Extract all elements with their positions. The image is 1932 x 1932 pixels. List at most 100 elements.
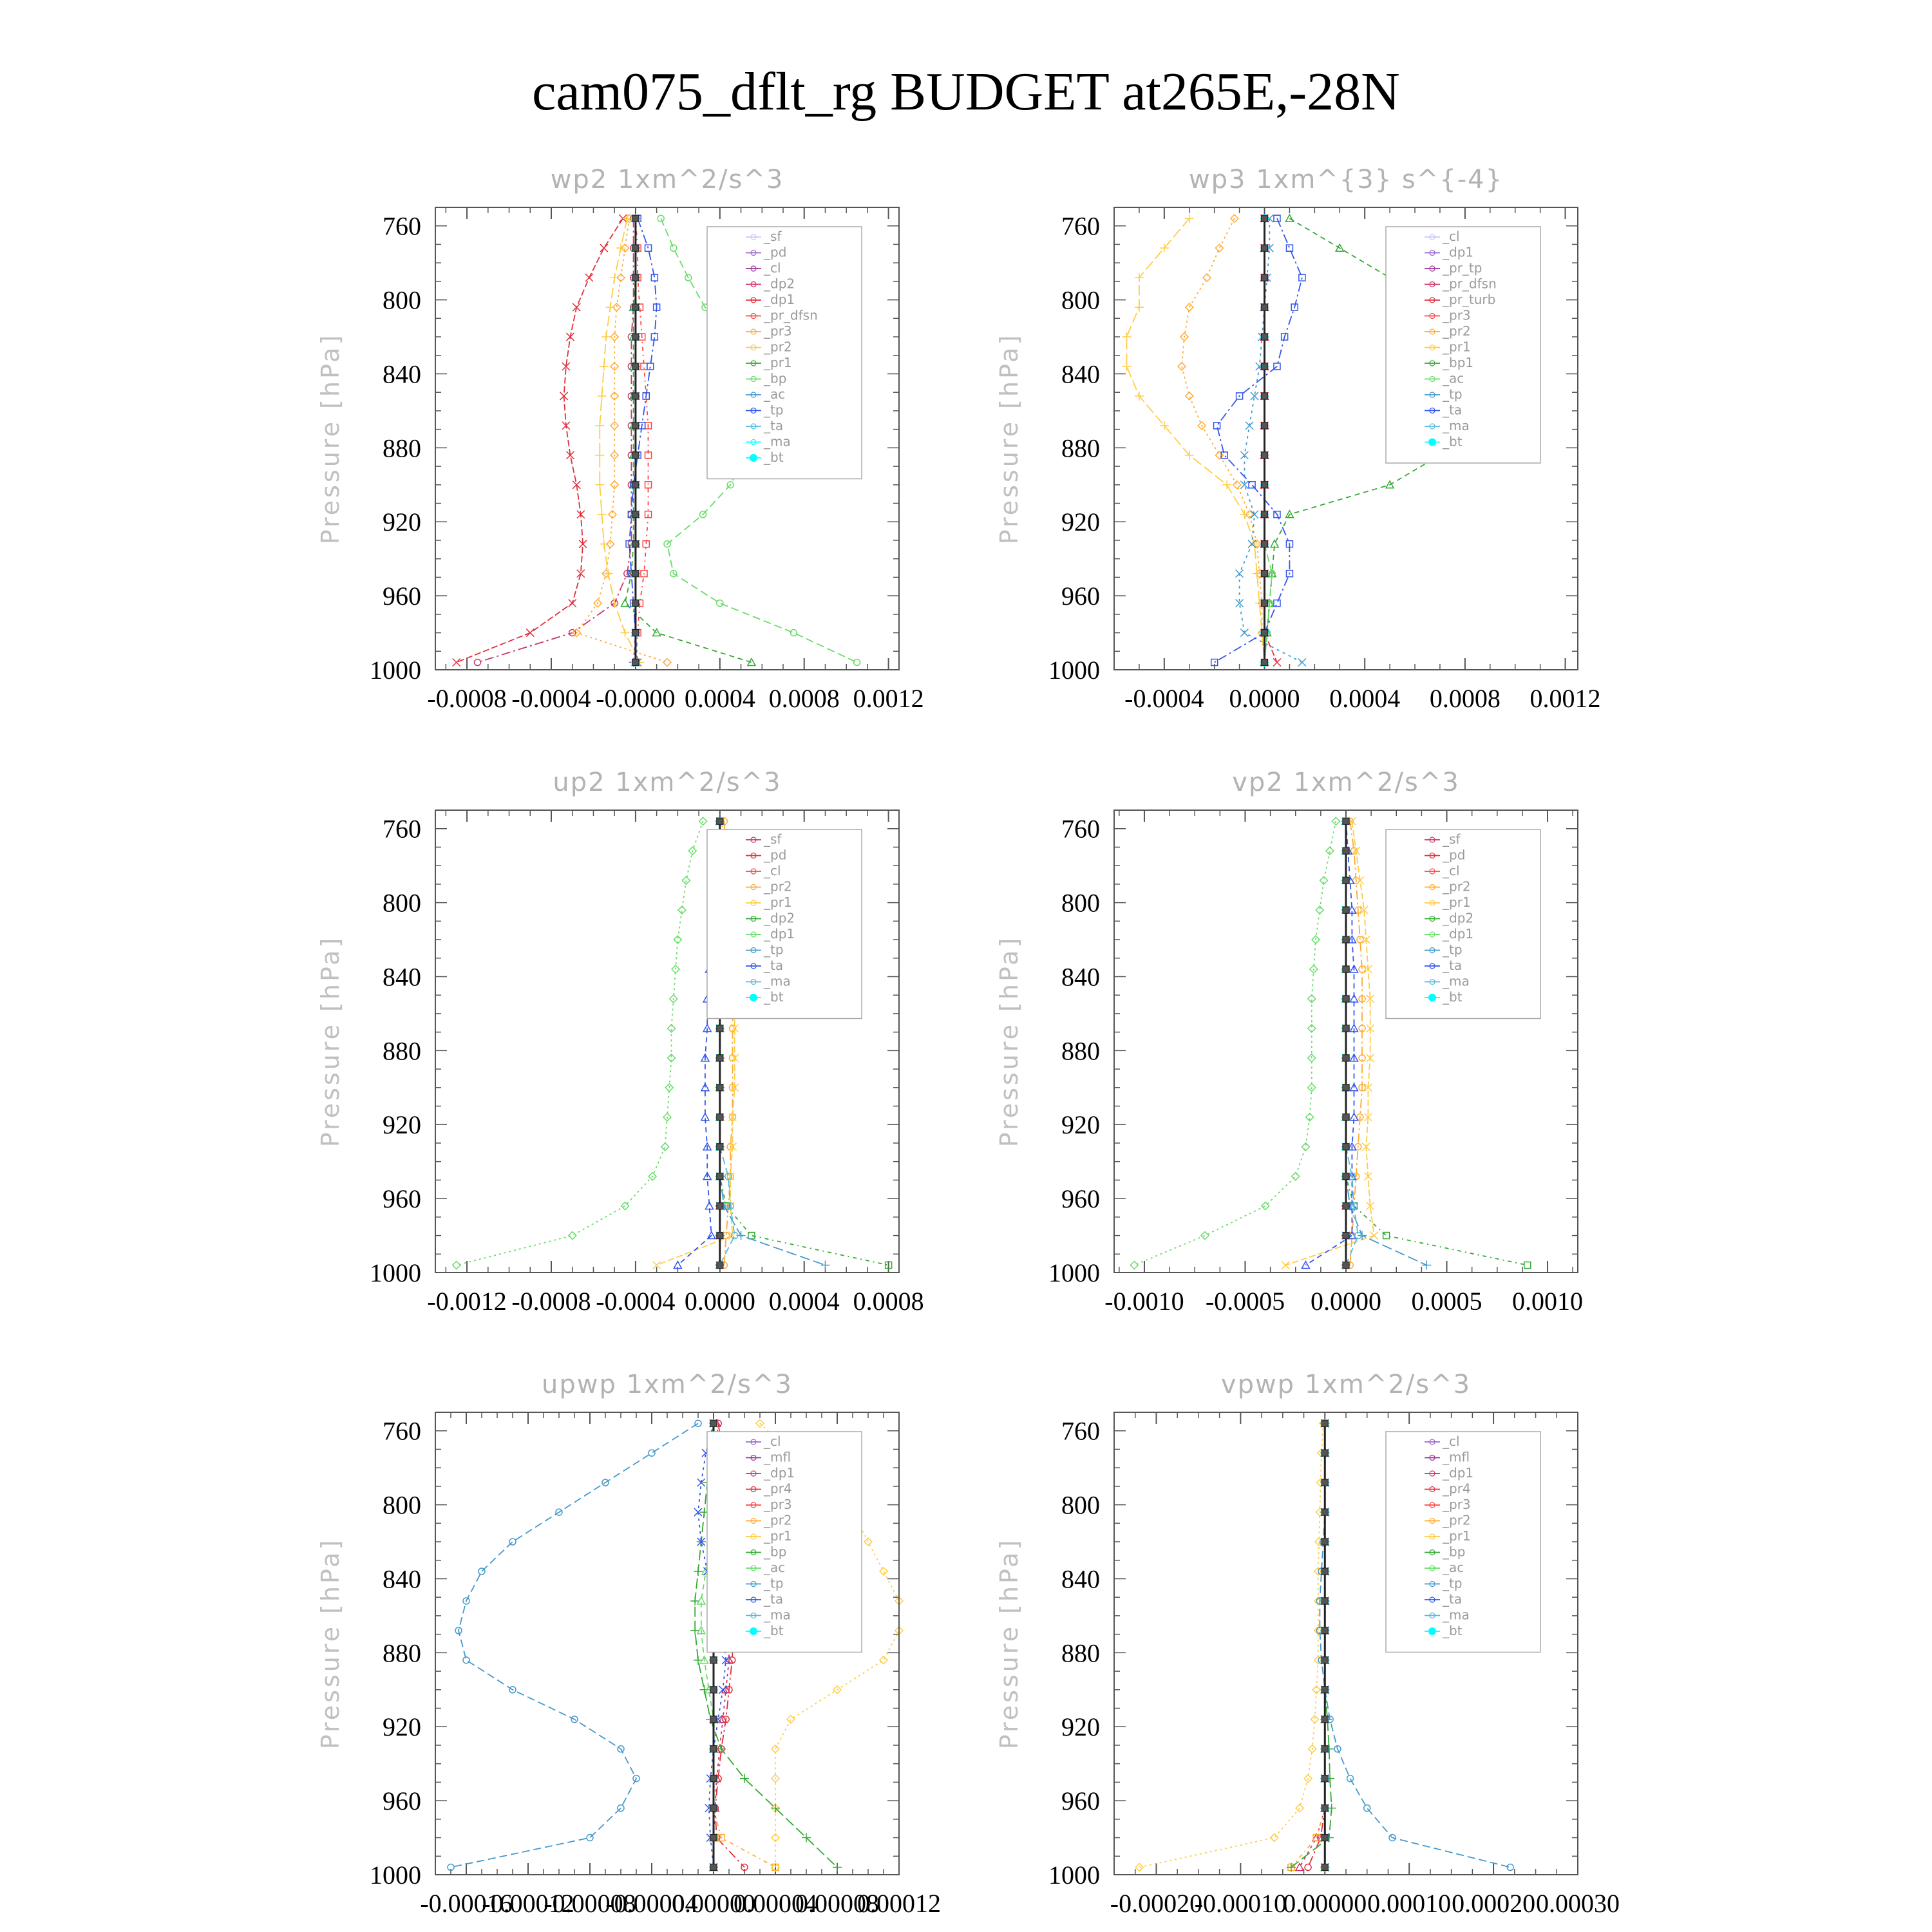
zero-marker [1321,1656,1329,1664]
legend-marker [750,1627,757,1635]
panel-title: wp3 1xm^{3} s^{-4} [1189,165,1503,194]
data-point [1177,361,1187,372]
data-point [1352,846,1361,855]
y-axis-label: Pressure [hPa] [995,333,1023,545]
legend-marker [1429,392,1435,398]
data-point [1184,450,1194,460]
y-tick-label: 800 [1061,889,1100,918]
legend-marker [1429,1517,1435,1524]
y-tick-label: 800 [383,1491,421,1520]
legend-label: _cl [1442,863,1460,878]
zero-marker [1261,363,1269,370]
x-tick-label: 0.0000 [1229,684,1300,713]
y-tick-label: 960 [1061,582,1100,611]
legend-marker [750,1580,757,1587]
legend-label: _ma [763,974,791,989]
data-point [1363,965,1372,974]
legend-box [1385,1431,1541,1653]
legend-label: _pr1 [1442,1528,1471,1544]
legend-label: _pr1 [763,355,792,370]
legend-marker [750,1454,757,1461]
y-tick-label: 960 [383,1184,421,1213]
legend-marker [750,297,757,303]
data-point [878,1566,889,1577]
data-point [1363,1083,1372,1092]
data-point [1273,214,1281,222]
zero-marker [710,1864,717,1871]
data-point [1307,1744,1317,1754]
data-point [1179,332,1189,342]
data-point [642,392,650,400]
data-point [1294,1803,1305,1813]
zero-marker [1342,1054,1350,1062]
zero-marker [1261,481,1269,489]
legend-marker [750,344,757,351]
legend-marker [1429,234,1435,240]
y-tick-label: 880 [1061,1036,1100,1065]
legend-label: _pr_dfsn [763,308,818,323]
series-bp [1286,1419,1336,1872]
data-point [1363,1804,1371,1812]
chart-panel-1: wp2 1xm^2/s^3 Pressure [hPa] 760 800 840 880 9… [316,165,924,713]
y-tick-label: 840 [383,1564,421,1593]
zero-marker [1321,1479,1329,1486]
panel-title: wp2 1xm^2/s^3 [551,165,784,194]
series-line [1345,821,1359,1265]
y-tick-label: 760 [383,212,421,241]
data-point [673,1260,683,1269]
zero-marker [1321,1834,1329,1842]
data-point [576,510,585,519]
legend-marker [1429,1596,1435,1603]
data-point [1350,1202,1358,1210]
legend-marker [750,931,757,938]
data-point [1356,876,1365,885]
zero-marker [716,1232,724,1240]
legend-marker [750,439,757,446]
data-point [1269,1833,1279,1842]
data-point [696,1596,706,1605]
data-point [1286,1862,1296,1872]
legend-marker [750,234,757,240]
data-point [1359,905,1368,914]
data-point [853,658,861,667]
data-point [1134,273,1144,283]
data-point [620,598,630,607]
data-point [721,1656,730,1665]
legend: _sf_pd_cl_pr2_pr1_dp2_dp1_tp_ta_ma_bt [706,829,862,1019]
data-point [1245,509,1255,519]
data-point [802,1833,811,1842]
series-line [660,218,857,663]
zero-marker [1261,214,1269,222]
x-tick-label: -0.0012 [427,1287,506,1316]
data-point [770,1833,781,1842]
series-tp [447,1419,702,1871]
legend-marker [1429,1439,1435,1445]
legend-label: _cl [763,260,781,276]
data-point [665,1083,674,1092]
y-tick-label: 840 [1061,1564,1100,1593]
y-tick-label: 1000 [1048,1258,1100,1287]
zero-marker [632,629,639,637]
legend-label: _tp [763,1576,784,1591]
zero-marker [1261,570,1269,578]
series-line [456,218,624,663]
data-point [730,1054,739,1063]
legend-marker [750,994,757,1001]
data-point [1349,1112,1359,1121]
y-tick-label: 920 [1061,1110,1100,1139]
data-point [1311,934,1321,945]
zero-marker [632,540,639,548]
legend-marker [1428,994,1436,1001]
zero-marker [632,659,639,667]
data-point [1356,1113,1364,1121]
panel-title: up2 1xm^2/s^3 [553,768,781,797]
zero-marker [710,1419,717,1427]
data-point [1250,510,1259,519]
data-point [705,1201,714,1210]
legend-label: _pr1 [1442,895,1471,910]
data-point [617,1804,625,1812]
data-point [644,511,652,518]
legend-marker [1429,360,1435,366]
data-point [1159,243,1169,253]
data-point [746,657,757,667]
